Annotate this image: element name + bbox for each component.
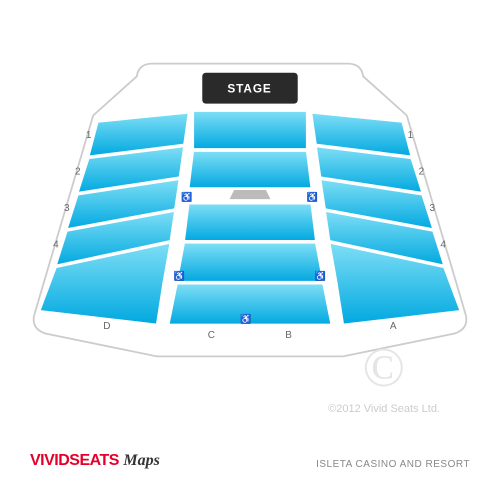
label-1: 1	[86, 130, 92, 141]
brand-part3: Maps	[123, 452, 159, 469]
brand-part2: SEATS	[69, 452, 119, 469]
label-4: 4	[440, 239, 446, 250]
center-notch	[230, 190, 271, 199]
sections-group	[40, 111, 461, 325]
wheelchair-icon: ♿	[240, 313, 251, 324]
venue-name: ISLETA CASINO AND RESORT	[316, 459, 470, 470]
section-center-4[interactable]	[177, 243, 323, 282]
brand-part1: VIVID	[30, 452, 69, 469]
wheelchair-icon: ♿	[315, 270, 326, 281]
section-center-2[interactable]	[189, 151, 312, 188]
section-center-1[interactable]	[193, 111, 307, 149]
wheelchair-icon: ♿	[181, 191, 192, 202]
label-1: 1	[408, 130, 414, 141]
label-A: A	[390, 321, 397, 332]
copyright-text: ©2012 Vivid Seats Ltd.	[328, 403, 440, 415]
stage-label: STAGE	[227, 82, 271, 96]
label-3: 3	[429, 203, 435, 214]
branding-logo: VIVIDSEATS Maps	[30, 452, 160, 470]
label-D: D	[103, 321, 110, 332]
wheelchair-icon: ♿	[307, 191, 318, 202]
wheelchair-icon: ♿	[174, 270, 185, 281]
section-center-3[interactable]	[184, 204, 316, 241]
label-B: B	[285, 330, 292, 341]
label-C: C	[208, 330, 215, 341]
label-2: 2	[75, 167, 81, 178]
seating-chart: STAGE 1 2 3 4 1 2 3 4 D A C B ♿ ♿ ♿ ♿ ♿	[25, 30, 475, 410]
label-3: 3	[64, 203, 70, 214]
label-2: 2	[419, 167, 425, 178]
label-4: 4	[53, 239, 59, 250]
copyright-mark: ©	[362, 336, 405, 400]
